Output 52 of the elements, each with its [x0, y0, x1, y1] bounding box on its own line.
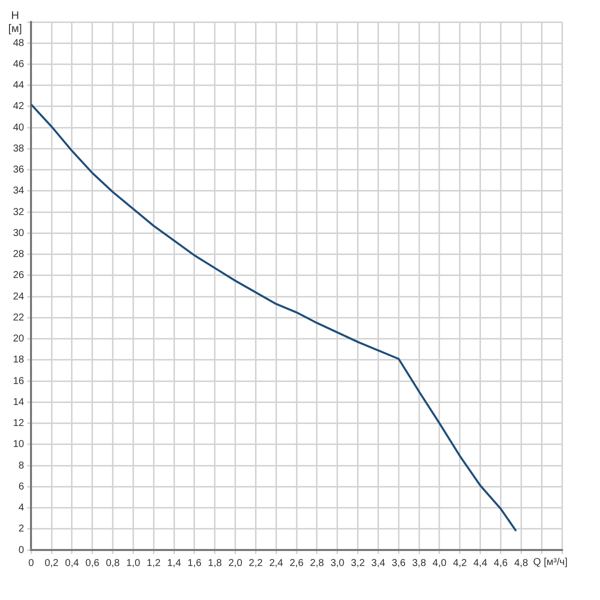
y-tick-label: 34: [13, 186, 25, 197]
x-tick-label: 2,2: [248, 558, 264, 569]
y-tick-label: 42: [13, 101, 25, 112]
x-tick-label: 1,8: [208, 558, 222, 569]
x-tick-label: 0,2: [44, 558, 59, 569]
x-tick-label: 3,6: [392, 558, 406, 569]
x-tick-label: 3,2: [350, 558, 366, 569]
y-tick-label: 38: [13, 143, 25, 154]
y-tick-label: 14: [13, 396, 25, 408]
y-tick-label: 18: [13, 354, 25, 366]
y-tick-label: 4: [18, 502, 25, 514]
x-tick-label: 4,2: [452, 558, 468, 569]
y-tick-label: 40: [13, 122, 25, 134]
x-tick-label: 4,4: [473, 558, 488, 569]
x-tick-label: 2,0: [228, 558, 243, 569]
y-axis-title: H [м]: [8, 10, 22, 36]
x-tick-label: 0,6: [85, 558, 100, 569]
x-axis-title: Q [м³/ч]: [533, 556, 568, 568]
x-tick-label: 4,6: [494, 558, 508, 569]
x-tick-label: 4,8: [514, 558, 529, 569]
y-tick-label: 32: [13, 206, 25, 218]
x-tick-label: 2,6: [290, 558, 304, 569]
x-tick-label: 0,4: [65, 558, 80, 569]
y-tick-label: 2: [18, 524, 25, 535]
x-tick-label: 3,8: [412, 558, 426, 569]
y-tick-label: 16: [13, 376, 25, 387]
x-tick-label: 3,4: [371, 558, 386, 569]
x-tick-label: 1,2: [146, 558, 162, 569]
y-tick-label: 44: [13, 80, 25, 92]
y-tick-label: 22: [13, 312, 25, 324]
y-tick-label: 46: [13, 58, 25, 70]
y-tick-label: 20: [13, 334, 25, 345]
x-tick-label: 1,6: [188, 558, 202, 569]
y-tick-label: 30: [13, 228, 25, 239]
x-tick-label: 0,8: [106, 558, 120, 569]
y-tick-label: 8: [18, 460, 25, 472]
x-tick-label: 2,4: [269, 558, 284, 569]
y-tick-label: 48: [13, 38, 25, 49]
y-tick-label: 28: [13, 249, 25, 260]
x-tick-label: 1,0: [126, 558, 141, 569]
y-tick-label: 6: [18, 481, 25, 492]
y-tick-label: 36: [13, 164, 25, 176]
y-tick-label: 24: [13, 291, 25, 302]
y-tick-label: 12: [13, 418, 25, 430]
y-tick-label: 26: [13, 270, 25, 282]
y-tick-label: 0: [18, 544, 25, 556]
x-tick-label: 3,0: [330, 558, 345, 569]
x-tick-label: 4,0: [432, 558, 447, 569]
x-tick-label: 2,8: [310, 558, 324, 569]
x-tick-label: 0: [28, 558, 34, 569]
y-tick-label: 10: [13, 439, 25, 450]
x-tick-label: 1,4: [167, 558, 182, 569]
